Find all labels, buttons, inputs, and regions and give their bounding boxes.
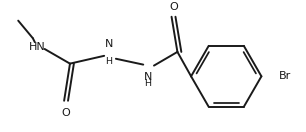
Text: H: H <box>145 79 151 88</box>
Text: O: O <box>169 2 178 12</box>
Text: H: H <box>106 57 113 66</box>
Text: N: N <box>105 39 113 49</box>
Text: N: N <box>144 72 152 82</box>
Text: Br: Br <box>279 71 291 81</box>
Text: HN: HN <box>29 42 46 52</box>
Text: O: O <box>62 108 70 118</box>
